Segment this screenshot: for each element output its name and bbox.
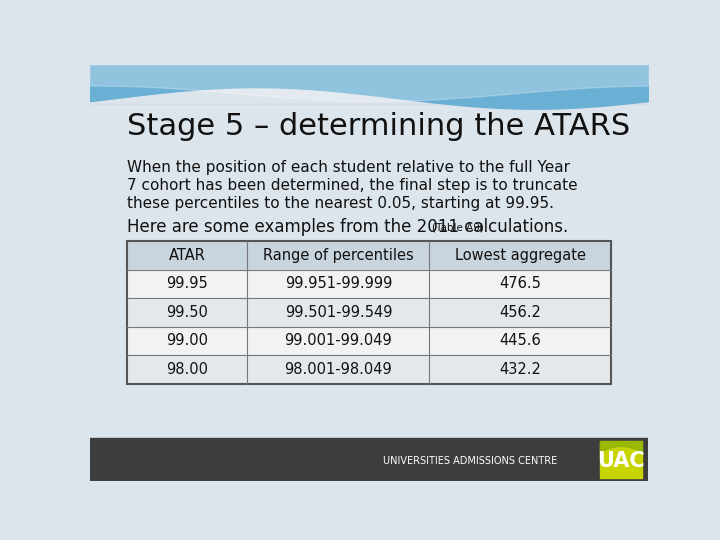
Text: (Table A9): (Table A9) bbox=[432, 222, 484, 232]
Text: 99.50: 99.50 bbox=[166, 305, 208, 320]
Text: ATAR: ATAR bbox=[168, 248, 206, 263]
Text: 476.5: 476.5 bbox=[499, 276, 541, 292]
Bar bbox=[127, 241, 611, 383]
Text: 98.00: 98.00 bbox=[166, 362, 208, 377]
Text: Stage 5 – determining the ATARS: Stage 5 – determining the ATARS bbox=[127, 112, 631, 141]
Text: Range of percentiles: Range of percentiles bbox=[263, 248, 414, 263]
Text: 99.95: 99.95 bbox=[166, 276, 208, 292]
Text: 7 cohort has been determined, the final step is to truncate: 7 cohort has been determined, the final … bbox=[127, 178, 578, 193]
Bar bbox=[90, 438, 648, 481]
Bar bbox=[127, 298, 611, 327]
Bar bbox=[127, 327, 611, 355]
Text: 98.001-98.049: 98.001-98.049 bbox=[284, 362, 392, 377]
Text: UNIVERSITIES ADMISSIONS CENTRE: UNIVERSITIES ADMISSIONS CENTRE bbox=[382, 456, 557, 467]
Text: Lowest aggregate: Lowest aggregate bbox=[454, 248, 585, 263]
Text: When the position of each student relative to the full Year: When the position of each student relati… bbox=[127, 160, 570, 176]
Text: these percentiles to the nearest 0.05, starting at 99.95.: these percentiles to the nearest 0.05, s… bbox=[127, 196, 554, 211]
Text: 445.6: 445.6 bbox=[499, 333, 541, 348]
Bar bbox=[127, 269, 611, 298]
Text: 432.2: 432.2 bbox=[499, 362, 541, 377]
Text: 99.951-99.999: 99.951-99.999 bbox=[284, 276, 392, 292]
Text: 99.501-99.549: 99.501-99.549 bbox=[284, 305, 392, 320]
Bar bbox=[127, 355, 611, 383]
Text: UAC: UAC bbox=[597, 450, 644, 470]
Bar bbox=[600, 441, 642, 477]
Text: 99.001-99.049: 99.001-99.049 bbox=[284, 333, 392, 348]
Bar bbox=[127, 241, 611, 269]
Bar bbox=[90, 65, 648, 103]
Text: 99.00: 99.00 bbox=[166, 333, 208, 348]
Text: 456.2: 456.2 bbox=[499, 305, 541, 320]
Text: Here are some examples from the 2011 calculations.: Here are some examples from the 2011 cal… bbox=[127, 218, 569, 237]
